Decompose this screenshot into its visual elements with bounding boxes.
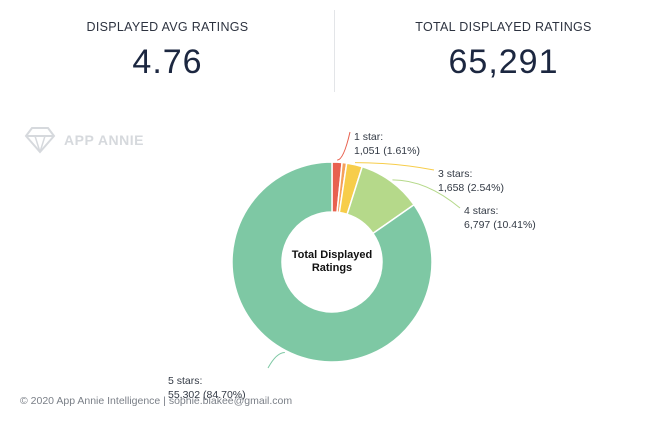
slice-label-value: 1,658 (2.54%) xyxy=(438,182,504,194)
slice-label-value: 6,797 (10.41%) xyxy=(464,219,536,231)
donut-slice-5-stars[interactable] xyxy=(231,161,433,363)
total-ratings-label: TOTAL DISPLAYED RATINGS xyxy=(415,20,592,34)
slice-label-value: 55,302 (84.70%) xyxy=(168,389,246,401)
stats-divider xyxy=(334,10,335,92)
slice-label-name: 5 stars: xyxy=(168,375,202,387)
watermark-text: APP ANNIE xyxy=(64,132,144,148)
slice-label-name: 3 stars: xyxy=(438,168,472,180)
leader-line-1-star xyxy=(337,131,351,161)
center-label-line2: Ratings xyxy=(312,262,352,274)
avg-ratings-value: 4.76 xyxy=(132,43,203,81)
copyright-footer: © 2020 App Annie Intelligence | sophie.b… xyxy=(20,395,293,407)
slice-label-name: 4 stars: xyxy=(464,205,498,217)
diamond-logo-icon xyxy=(24,127,56,154)
avg-ratings-label: DISPLAYED AVG RATINGS xyxy=(86,20,249,34)
total-ratings-value: 65,291 xyxy=(448,43,559,81)
slice-label-value: 1,051 (1.61%) xyxy=(354,145,420,157)
app-annie-watermark: APP ANNIE xyxy=(24,126,144,154)
avg-ratings-stat: DISPLAYED AVG RATINGS 4.76 xyxy=(0,0,335,100)
leader-line-5-stars xyxy=(267,351,285,369)
leader-line-4-stars xyxy=(392,179,461,209)
leader-line-3-stars xyxy=(354,162,435,171)
total-ratings-stat: TOTAL DISPLAYED RATINGS 65,291 xyxy=(336,0,671,100)
slice-label-name: 1 star: xyxy=(354,131,383,143)
center-label-line1: Total Displayed xyxy=(292,249,372,261)
